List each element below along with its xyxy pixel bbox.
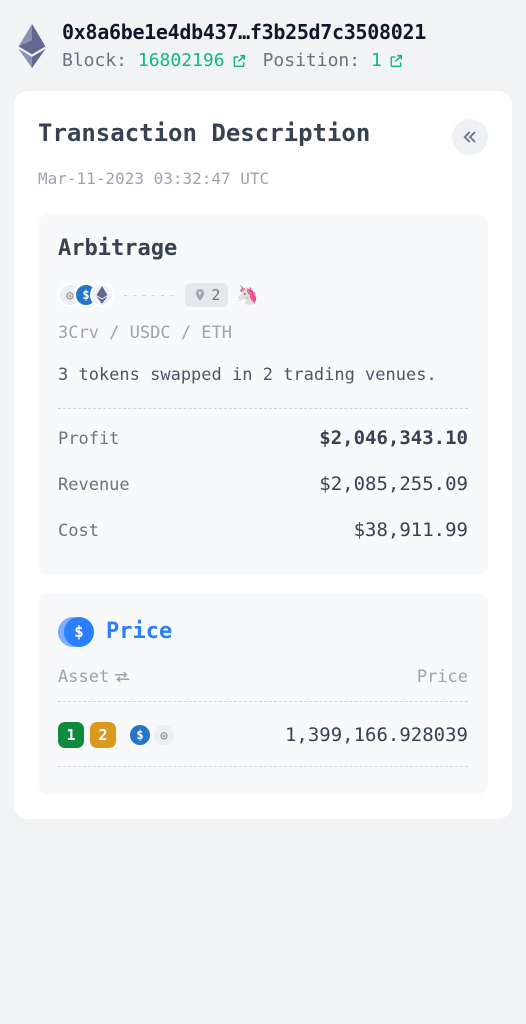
tx-timestamp: Mar-11-2023 03:32:47 UTC [38,169,488,188]
swap-icon [113,670,131,684]
external-link-icon [231,53,247,69]
pair-badge-1: 1 [58,722,84,748]
revenue-value: $2,085,255.09 [319,473,468,495]
venue-count-badge: 2 [185,283,228,307]
divider [58,766,468,767]
position-number: 1 [371,50,382,71]
token-3crv-icon: ◎ [152,723,176,747]
card-title: Transaction Description [38,119,370,147]
asset-cell: 1 2 $ ◎ [58,722,176,748]
section-title: Arbitrage [58,236,468,261]
swap-description: 3 tokens swapped in 2 trading venues. [58,361,468,390]
pair-badge-2: 2 [90,722,116,748]
cost-label: Cost [58,521,99,541]
token-names: 3Crv / USDC / ETH [58,323,468,343]
block-number: 16802196 [138,50,225,71]
tx-header: 0x8a6be1e4db437…f3b25d7c3508021 Block: 1… [14,20,512,91]
price-row: 1 2 $ ◎ 1,399,166.928039 [58,702,468,748]
chevron-double-left-icon [461,128,479,146]
swap-path: ◎ $ ------ 2 🦄 [58,283,468,307]
collapse-button[interactable] [452,119,488,155]
cost-value: $38,911.99 [354,519,468,541]
price-section: $$ Price Asset Price 1 2 $ ◎ [38,593,488,795]
profit-row: Profit $2,046,343.10 [58,409,468,455]
asset-col[interactable]: Asset [58,667,131,687]
price-table-head: Asset Price [58,667,468,687]
tx-description-card: Transaction Description Mar-11-2023 03:3… [14,91,512,819]
profit-value: $2,046,343.10 [319,427,468,449]
path-dots: ------ [122,288,177,302]
token-usdc-icon: $ [128,723,152,747]
block-link[interactable]: 16802196 [138,50,247,71]
price-col: Price [417,667,468,687]
revenue-row: Revenue $2,085,255.09 [58,455,468,501]
tx-hash[interactable]: 0x8a6be1e4db437…f3b25d7c3508021 [62,20,508,44]
cost-row: Cost $38,911.99 [58,501,468,547]
position-label: Position: [263,50,361,71]
price-icon: $$ [58,615,92,649]
ethereum-icon [18,24,46,68]
price-value: 1,399,166.928039 [285,724,468,746]
block-label: Block: [62,50,127,71]
token-stack: ◎ $ [58,283,114,307]
external-link-icon [388,53,404,69]
revenue-label: Revenue [58,475,130,495]
arbitrage-section: Arbitrage ◎ $ ------ 2 🦄 3Crv / USDC / E… [38,214,488,575]
profit-label: Profit [58,429,119,449]
position-link[interactable]: 1 [371,50,404,71]
price-title: Price [106,619,172,644]
map-pin-icon [193,288,207,302]
token-eth-icon [90,283,114,307]
uniswap-icon: 🦄 [236,285,258,306]
